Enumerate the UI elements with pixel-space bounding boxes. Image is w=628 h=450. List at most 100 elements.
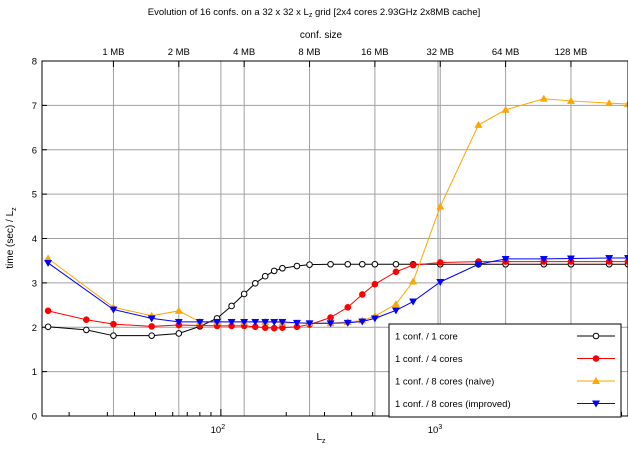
data-point — [392, 260, 400, 268]
data-point — [270, 267, 278, 275]
data-point — [409, 261, 417, 269]
data-point — [343, 319, 352, 327]
data-point — [110, 332, 117, 339]
data-point — [436, 259, 444, 266]
data-point — [474, 120, 483, 128]
top-axis-title: conf. size — [300, 30, 343, 41]
legend-box — [388, 323, 622, 418]
data-point — [501, 105, 510, 113]
axis-ticks: 0 1 2 3 4 5 6 7 8 102 103 1 MB 2 MB 4 MB 8 MB 16 MB 32 M… — [32, 47, 622, 436]
data-point — [270, 318, 279, 327]
data-point — [109, 306, 118, 314]
data-point — [240, 318, 249, 327]
data-point — [358, 291, 366, 298]
series-group — [44, 94, 628, 339]
data-point — [306, 261, 313, 268]
data-point — [148, 323, 155, 330]
data-point — [293, 262, 301, 270]
data-point — [436, 279, 445, 287]
data-point — [326, 320, 335, 328]
data-point — [539, 255, 548, 264]
y-axis-title: time (sec) / Lz — [5, 207, 18, 269]
legend-marker — [591, 376, 601, 384]
data-point — [344, 303, 352, 311]
data-point — [270, 324, 278, 332]
x-tick-label: 103 — [428, 424, 443, 436]
y-tick-label: 8 — [32, 57, 37, 68]
y-tick-label: 0 — [32, 412, 37, 423]
data-point — [174, 318, 183, 327]
x2-tick-label: 8 MB — [298, 47, 320, 58]
y-tick-label: 5 — [32, 190, 37, 201]
series-line — [48, 263, 628, 337]
x2-tick-label: 1 MB — [102, 47, 124, 58]
series-line — [47, 98, 628, 324]
data-point — [261, 272, 269, 280]
data-point — [409, 277, 418, 285]
x2-tick-label: 128 MB — [555, 47, 588, 58]
data-point — [539, 94, 548, 102]
data-point — [174, 306, 183, 314]
data-point — [195, 318, 204, 327]
data-point — [44, 259, 53, 268]
x2-tick-label: 32 MB — [427, 47, 454, 58]
data-point — [392, 268, 400, 276]
data-point — [147, 315, 156, 323]
data-point — [228, 302, 235, 310]
legend-label: 1 conf. / 8 cores (improved) — [395, 399, 511, 410]
data-point — [371, 280, 379, 288]
data-point — [436, 202, 445, 210]
data-point — [474, 261, 483, 269]
data-point — [227, 318, 236, 327]
data-point — [605, 99, 614, 107]
y-tick-label: 7 — [32, 101, 37, 112]
data-point — [175, 330, 183, 337]
data-point — [358, 318, 367, 326]
data-point — [148, 332, 155, 339]
data-point — [566, 255, 575, 263]
data-point — [344, 260, 352, 268]
data-point — [605, 255, 614, 263]
y-tick-label: 2 — [32, 323, 37, 334]
data-point — [279, 264, 286, 272]
data-point — [327, 260, 334, 268]
data-point — [44, 323, 52, 331]
data-point — [251, 318, 260, 327]
legend: 1 conf. / 1 core 1 conf. / 4 cores 1 conf.… — [388, 323, 622, 418]
x2-tick-label: 2 MB — [168, 47, 190, 58]
data-point — [566, 96, 575, 104]
legend-marker — [592, 332, 600, 340]
data-point — [391, 300, 400, 308]
data-point — [292, 319, 301, 327]
data-point — [305, 320, 314, 328]
x2-tick-label: 4 MB — [233, 47, 255, 58]
data-point — [501, 255, 510, 264]
series-2 — [44, 258, 628, 332]
chart-title: Evolution of 16 confs. on a 32 x 32 x Lz… — [148, 7, 481, 19]
data-point — [278, 318, 287, 327]
legend-marker — [592, 355, 600, 362]
y-tick-label: 1 — [32, 367, 37, 378]
legend-label: 1 conf. / 1 core — [395, 332, 458, 343]
data-point — [44, 307, 52, 315]
data-point — [83, 326, 90, 334]
y-tick-label: 4 — [32, 234, 37, 245]
plot-frame — [41, 60, 628, 417]
legend-label: 1 conf. / 4 cores — [395, 354, 463, 365]
data-point — [371, 260, 379, 268]
data-point — [391, 307, 400, 315]
x-tick-label: 102 — [211, 424, 226, 436]
data-point — [370, 315, 379, 323]
x-axis-title: Lz — [316, 432, 326, 445]
grid — [42, 60, 628, 417]
x2-tick-label: 64 MB — [492, 47, 519, 58]
data-point — [83, 316, 90, 324]
data-point — [409, 298, 418, 306]
y-tick-label: 3 — [32, 278, 37, 289]
data-point — [261, 318, 270, 327]
data-point — [110, 320, 117, 328]
legend-label: 1 conf. / 8 cores (naive) — [395, 377, 494, 388]
series-4 — [44, 255, 628, 328]
series-line — [47, 261, 628, 329]
